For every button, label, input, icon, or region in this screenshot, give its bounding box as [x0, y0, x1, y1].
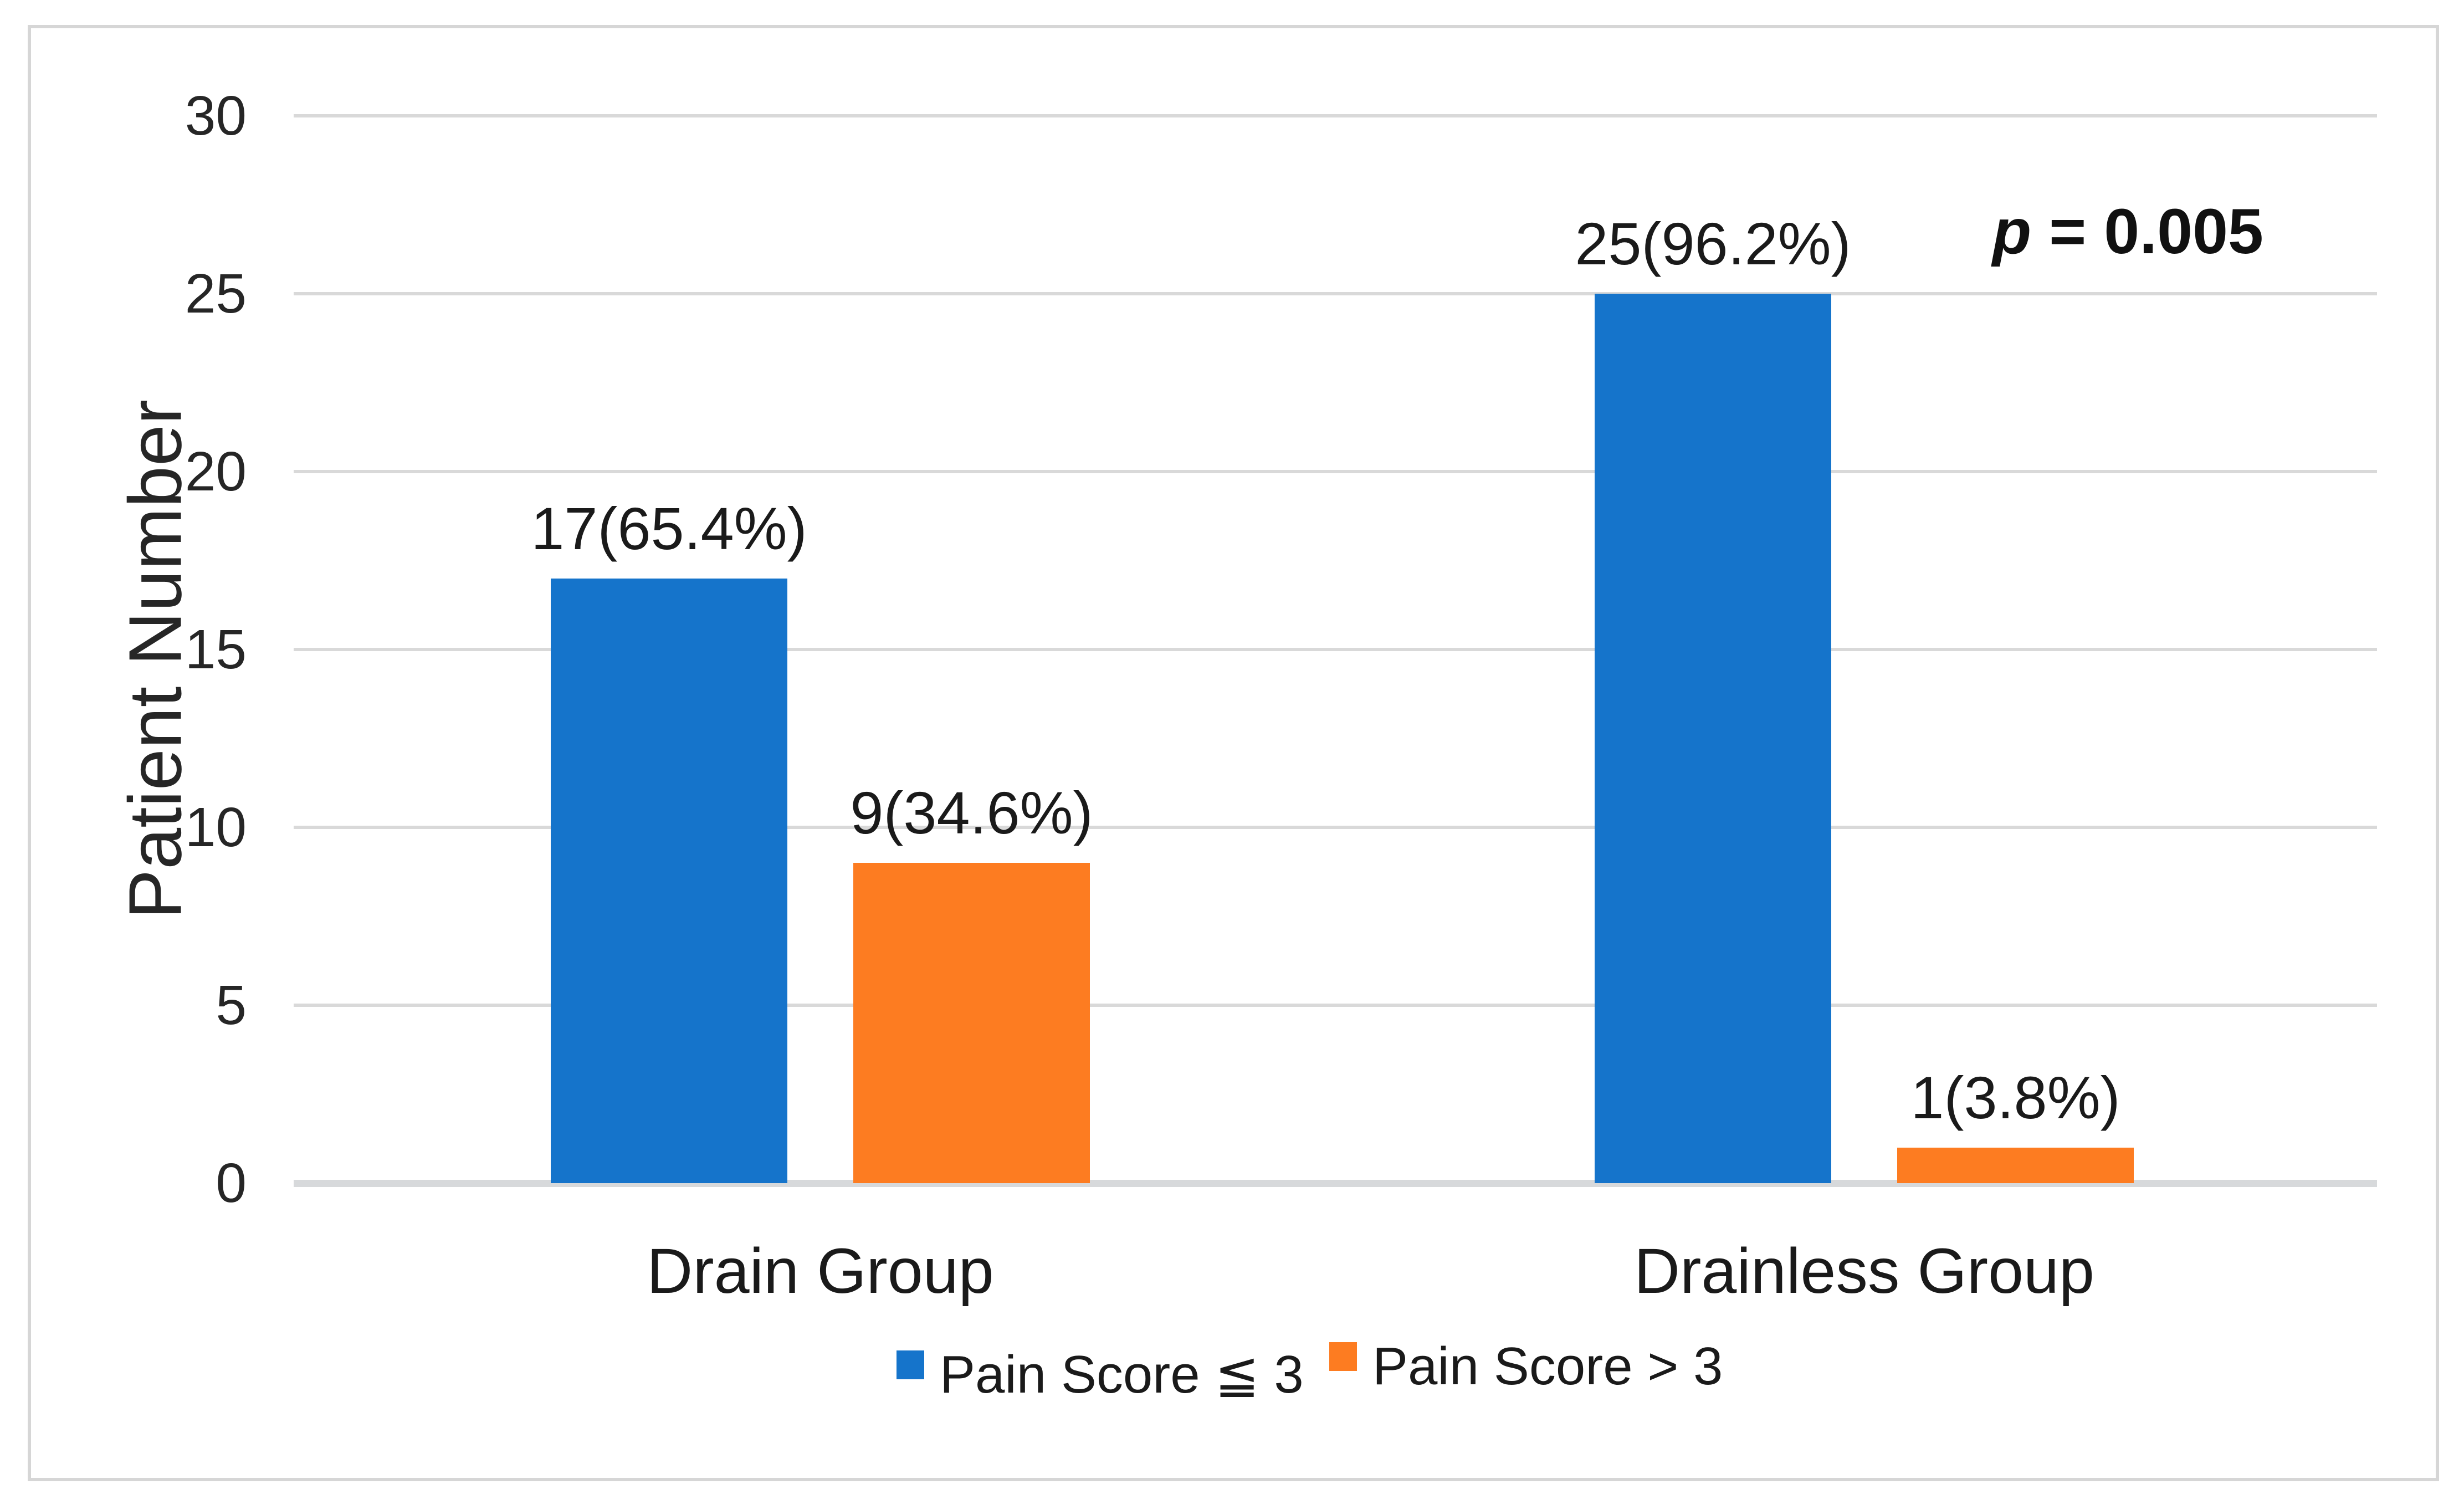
gridline-y-15 — [294, 648, 2377, 651]
p-value-symbol: p — [1992, 196, 2032, 267]
legend-item-pain-score-gt-3: Pain Score > 3 — [1329, 1334, 1723, 1399]
x-axis-line — [294, 1179, 2377, 1187]
y-tick-label-5: 5 — [216, 974, 247, 1036]
legend-label-pain-score-gt-3: Pain Score > 3 — [1372, 1337, 1723, 1396]
legend-item-pain-score-le-3: Pain Score ≦ 3 — [897, 1343, 1304, 1407]
legend-swatch-orange — [1329, 1342, 1357, 1371]
bar-drain-group-series-2 — [853, 863, 1090, 1183]
plot-area: 17(65.4%) 9(34.6%) 25(96.2%) 1(3.8%) — [294, 114, 2377, 1187]
gridline-y-25 — [294, 292, 2377, 295]
y-tick-label-0: 0 — [216, 1152, 247, 1214]
bar-value-label: 1(3.8%) — [1910, 1063, 2120, 1131]
p-value-annotation: p = 0.005 — [1992, 195, 2263, 268]
gridline-y-5 — [294, 1004, 2377, 1007]
gridline-y-30 — [294, 114, 2377, 117]
bar-value-label: 17(65.4%) — [531, 494, 807, 562]
bar-drain-group-series-1 — [551, 578, 787, 1183]
y-tick-label-10: 10 — [185, 796, 247, 858]
gridline-y-10 — [294, 826, 2377, 829]
bar-drainless-group-series-1 — [1595, 294, 1831, 1183]
figure-border — [28, 25, 2439, 1481]
category-label-drainless-group: Drainless Group — [1634, 1236, 2094, 1307]
y-tick-label-25: 25 — [185, 263, 247, 325]
legend-swatch-blue — [897, 1350, 924, 1379]
y-tick-label-30: 30 — [185, 85, 247, 147]
y-tick-label-20: 20 — [185, 441, 247, 503]
bar-value-label: 25(96.2%) — [1575, 210, 1851, 277]
category-label-drain-group: Drain Group — [647, 1236, 994, 1307]
bar-drainless-group-series-2 — [1897, 1147, 2134, 1183]
gridline-y-20 — [294, 470, 2377, 473]
bar-value-label: 9(34.6%) — [850, 779, 1093, 847]
p-value-text: = 0.005 — [2031, 196, 2263, 267]
y-tick-label-15: 15 — [185, 618, 247, 680]
legend-label-pain-score-le-3: Pain Score ≦ 3 — [940, 1345, 1304, 1404]
